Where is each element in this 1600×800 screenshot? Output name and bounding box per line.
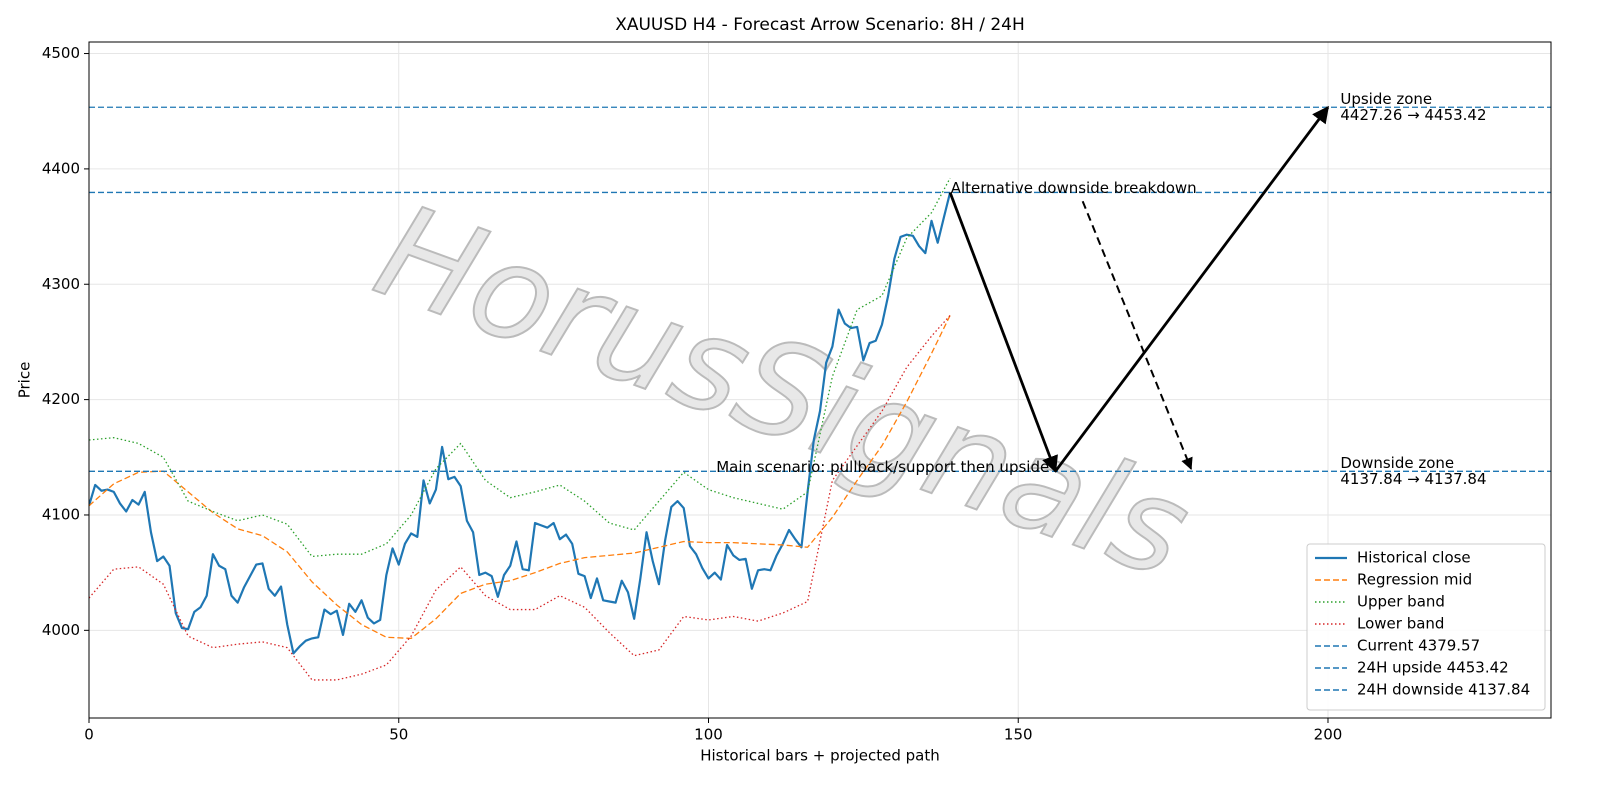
x-axis-label: Historical bars + projected path — [700, 747, 940, 765]
annotation: Alternative downside breakdown — [951, 179, 1197, 197]
annotation: Main scenario: pullback/support then ups… — [716, 458, 1049, 476]
legend-label: Historical close — [1357, 549, 1471, 567]
legend-label: 24H upside 4453.42 — [1357, 659, 1509, 677]
forecast-arrow — [1081, 200, 1193, 470]
x-tick-label: 200 — [1314, 726, 1343, 744]
annotation: 4427.26 → 4453.42 — [1340, 106, 1486, 124]
y-tick-label: 4200 — [42, 390, 80, 408]
legend-label: Upper band — [1357, 593, 1445, 611]
annotation: 4137.84 → 4137.84 — [1340, 470, 1486, 488]
grid — [88, 42, 1551, 718]
legend-box — [1306, 543, 1546, 711]
annotation: Upside zone — [1340, 90, 1432, 108]
legend-label: Lower band — [1357, 615, 1444, 633]
chart-title: XAUUSD H4 - Forecast Arrow Scenario: 8H … — [615, 15, 1025, 35]
series-line — [89, 177, 951, 558]
forecast-arrow — [948, 191, 1058, 473]
legend-label: Regression mid — [1357, 571, 1472, 589]
axes-frame — [88, 41, 1552, 719]
series-line — [89, 315, 951, 640]
annotation: Downside zone — [1340, 454, 1454, 472]
y-tick-label: 4000 — [42, 621, 80, 639]
legend: Historical close Regression mid Upper band… — [1306, 543, 1546, 711]
axes: 0 50 100 150 200 4000 4100 4200 4300 4400 4500 — [42, 44, 1342, 743]
y-axis-label: Price — [16, 362, 34, 399]
y-tick-label: 4100 — [42, 505, 80, 523]
x-tick-label: 0 — [84, 726, 94, 744]
y-tick-label: 4500 — [42, 44, 80, 62]
legend-label: Current 4379.57 — [1357, 637, 1480, 655]
x-tick-label: 50 — [389, 726, 408, 744]
x-tick-label: 100 — [694, 726, 723, 744]
y-tick-label: 4400 — [42, 159, 80, 177]
series-line — [89, 192, 952, 655]
x-tick-label: 150 — [1004, 726, 1033, 744]
y-tick-label: 4300 — [42, 275, 80, 293]
legend-label: 24H downside 4137.84 — [1357, 681, 1530, 699]
forecast-arrow — [1054, 105, 1330, 473]
